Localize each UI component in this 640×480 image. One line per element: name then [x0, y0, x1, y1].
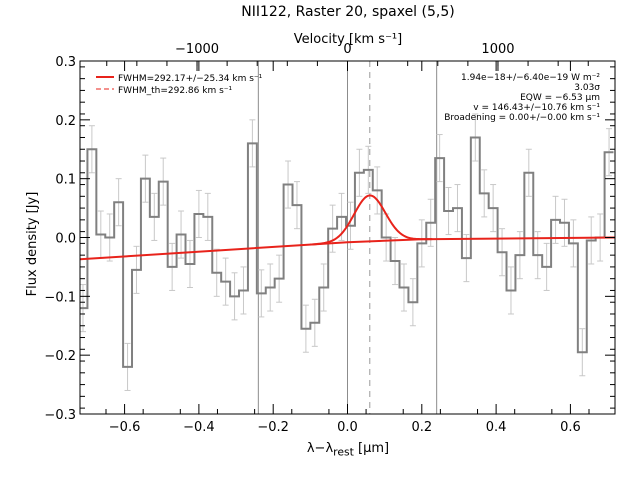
- chart-title: NII122, Raster 20, spaxel (5,5): [241, 4, 454, 20]
- gaussian-fit-line: [310, 194, 433, 246]
- top-tick-label: 0: [343, 42, 351, 57]
- baseline-fit-line: [80, 236, 615, 261]
- x-tick-label: 0.6: [560, 420, 581, 435]
- plot-area: [80, 61, 615, 414]
- y-axis-label: Flux density [Jy]: [25, 192, 40, 297]
- y-tick-label: 0.1: [55, 173, 76, 188]
- y-tick-label: −0.2: [44, 349, 76, 364]
- fit-annotation: v = 146.43+/−10.76 km s⁻¹: [473, 103, 600, 113]
- x-tick-label: −0.2: [257, 420, 289, 435]
- x-tick-label: 0.0: [337, 420, 358, 435]
- axes: −0.6 −0.4 −0.2 0.0 0.2 0.4 0.6 −0.3 −0.2 −0.1 0.0 0…: [44, 42, 616, 435]
- y-tick-label: 0.0: [55, 232, 76, 247]
- spectrum-step-line: [80, 136, 614, 368]
- top-tick-label: 1000: [481, 42, 514, 57]
- x-tick-label: 0.2: [411, 420, 432, 435]
- y-tick-label: 0.3: [55, 55, 76, 70]
- x-tick-label: 0.4: [486, 420, 507, 435]
- x-tick-label: −0.6: [109, 420, 141, 435]
- top-axis-label: Velocity [km s⁻¹]: [294, 32, 402, 47]
- x-axis-label: λ−λrest [μm]: [306, 441, 390, 459]
- top-tick-label: −1000: [175, 42, 219, 57]
- fit-annotation: Broadening = 0.00+/−0.00 km s⁻¹: [444, 113, 600, 123]
- fit-annotation: EQW = −6.53 μm: [520, 93, 600, 103]
- fit-annotation: 3.03σ: [574, 83, 600, 93]
- legend-label: FWHM_th=292.86 km s⁻¹: [118, 86, 233, 96]
- plot-clip-group: [80, 61, 615, 414]
- y-tick-label: 0.2: [55, 114, 76, 129]
- legend-label: FWHM=292.17+/−25.34 km s⁻¹: [118, 74, 263, 84]
- y-tick-label: −0.1: [44, 290, 76, 305]
- y-tick-label: −0.3: [44, 408, 76, 423]
- x-tick-label: −0.4: [183, 420, 215, 435]
- fit-annotation: 1.94e−18+/−6.40e−19 W m⁻²: [461, 73, 600, 83]
